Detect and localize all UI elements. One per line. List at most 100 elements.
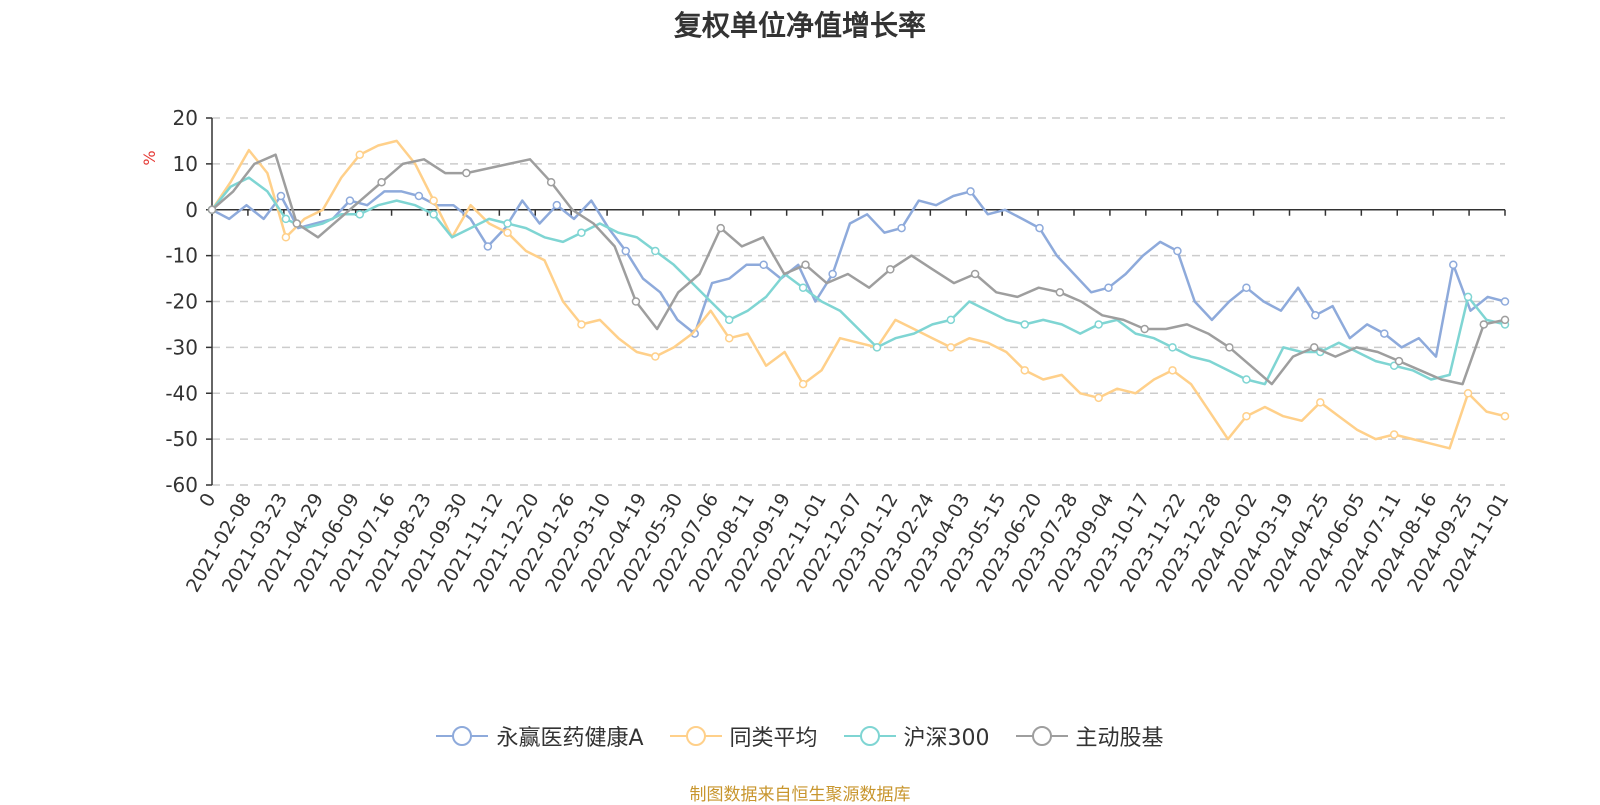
source-note: 制图数据来自恒生聚源数据库 — [689, 785, 911, 805]
series-2 — [207, 176, 1510, 386]
data-point — [207, 205, 217, 214]
data-point — [798, 379, 808, 389]
legend-marker-icon — [1015, 726, 1068, 746]
data-point — [828, 269, 837, 279]
legend-item[interactable]: 同类平均 — [669, 720, 818, 752]
data-point — [1463, 292, 1473, 302]
data-point — [577, 228, 586, 237]
legend-item[interactable]: 永赢医药健康A — [436, 720, 644, 752]
legend-label: 同类平均 — [729, 726, 818, 751]
data-point — [716, 223, 725, 233]
data-point — [801, 260, 810, 270]
data-point — [651, 246, 660, 256]
data-point — [724, 333, 734, 343]
legend-item[interactable]: 沪深300 — [843, 720, 990, 752]
data-point — [345, 196, 355, 205]
data-point — [1168, 366, 1177, 375]
data-point — [759, 260, 768, 270]
y-tick-label: -30 — [165, 335, 198, 359]
data-point — [1500, 315, 1510, 325]
series-3 — [207, 153, 1510, 386]
legend: 永赢医药健康A 同类平均 沪深300 主动股基 — [0, 720, 1600, 752]
data-point — [1242, 283, 1251, 292]
data-point — [897, 223, 906, 233]
grid-lines — [212, 117, 1505, 486]
data-point — [886, 265, 895, 274]
data-point — [355, 210, 365, 219]
data-point — [970, 269, 980, 279]
data-point — [872, 343, 882, 352]
data-point — [281, 214, 291, 224]
data-point — [1104, 283, 1113, 292]
data-point — [1394, 356, 1404, 366]
data-point — [1500, 411, 1510, 421]
data-point — [1020, 320, 1029, 329]
series-line — [211, 153, 1506, 386]
data-point — [798, 283, 808, 292]
data-point — [276, 191, 286, 201]
data-point — [1035, 223, 1044, 233]
data-point — [1479, 320, 1489, 329]
y-tick-label: -60 — [165, 473, 198, 497]
data-point — [1389, 430, 1399, 439]
chart-title: 复权单位净值增长率 — [673, 9, 926, 42]
data-point — [1449, 260, 1458, 270]
series-line — [211, 190, 1506, 358]
data-point — [483, 242, 493, 251]
data-point — [1380, 329, 1389, 338]
series-line — [210, 139, 1506, 450]
data-point — [577, 320, 586, 329]
y-tick-label: -50 — [165, 427, 198, 451]
data-point — [1500, 297, 1510, 306]
data-point — [1311, 311, 1320, 320]
data-point — [1242, 411, 1251, 421]
data-point — [1225, 343, 1234, 352]
data-point — [414, 191, 424, 201]
data-point — [1242, 375, 1251, 384]
legend-label: 永赢医药健康A — [496, 726, 644, 751]
data-point — [1055, 288, 1065, 297]
legend-item[interactable]: 主动股基 — [1015, 720, 1164, 752]
data-point — [552, 200, 562, 210]
legend-label: 主动股基 — [1075, 726, 1164, 751]
data-point — [1173, 246, 1182, 256]
legend-marker-icon — [669, 726, 722, 746]
x-tick-label: 0 — [195, 490, 220, 511]
legend-label: 沪深300 — [903, 726, 990, 751]
data-point — [621, 246, 631, 256]
data-point — [355, 150, 365, 159]
data-point — [1094, 393, 1103, 403]
data-point — [1309, 343, 1319, 352]
data-point — [1094, 320, 1103, 329]
data-point — [651, 352, 660, 361]
series-line — [211, 176, 1506, 386]
data-point — [377, 177, 386, 187]
y-tick-label: -20 — [165, 290, 198, 314]
y-tick-label: -40 — [165, 381, 198, 405]
y-axis-unit: % — [140, 150, 159, 165]
y-tick-label: 20 — [173, 106, 198, 130]
data-point — [546, 177, 556, 187]
series-lines — [207, 139, 1510, 450]
data-point — [724, 315, 734, 325]
y-tick-label: -10 — [165, 244, 198, 268]
series-1 — [207, 139, 1510, 450]
data-point — [946, 315, 956, 325]
data-point — [1168, 343, 1177, 352]
legend-marker-icon — [436, 726, 489, 746]
data-point — [429, 210, 438, 219]
y-tick-label: 10 — [173, 152, 198, 176]
data-point — [1316, 398, 1325, 407]
data-point — [1140, 324, 1149, 334]
data-point — [1020, 366, 1029, 375]
data-point — [292, 219, 302, 228]
data-point — [462, 168, 471, 178]
data-point — [503, 219, 512, 228]
legend-marker-icon — [843, 726, 896, 746]
data-point — [1463, 389, 1473, 398]
data-point — [281, 233, 291, 242]
data-point — [966, 187, 975, 196]
data-point — [429, 196, 438, 205]
y-tick-label: 0 — [185, 198, 198, 222]
